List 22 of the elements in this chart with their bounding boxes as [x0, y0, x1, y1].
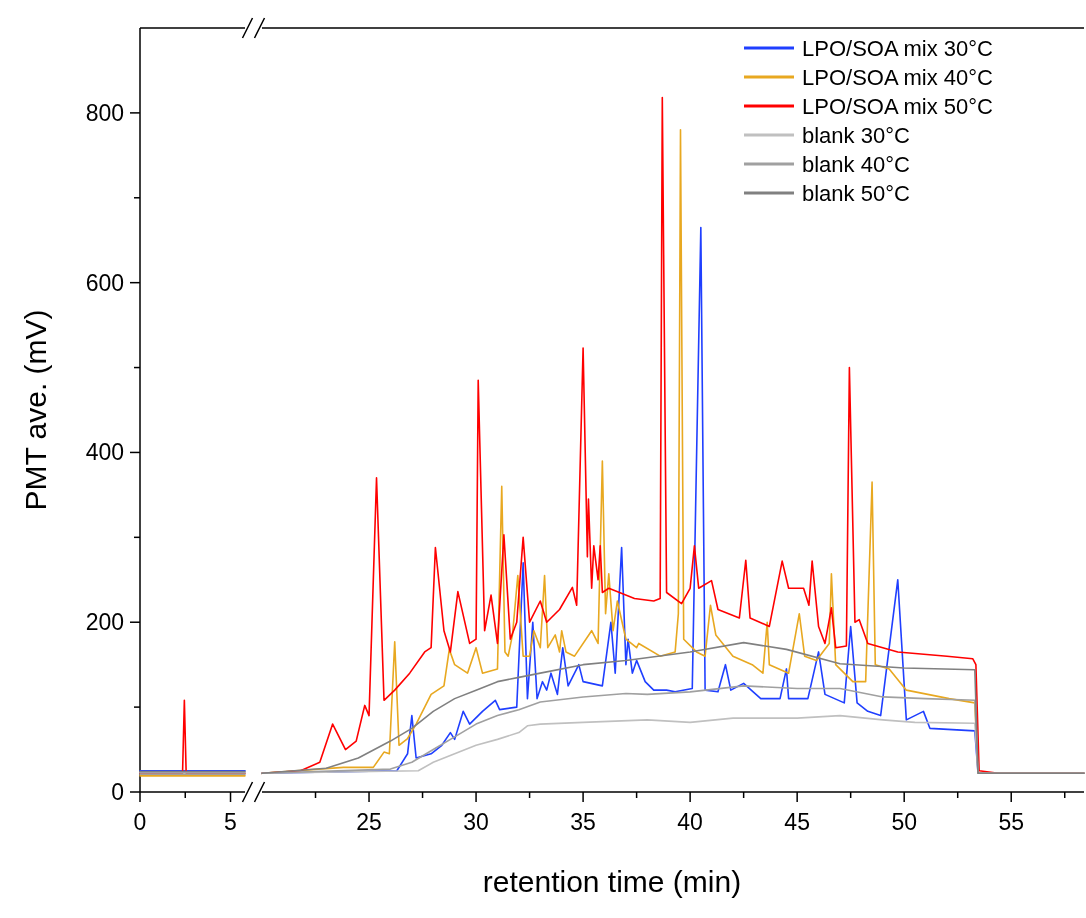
y-tick-label: 0 [111, 779, 124, 805]
y-axis-title: PMT ave. (mV) [19, 309, 52, 511]
legend-label: LPO/SOA mix 50°C [802, 94, 994, 119]
x-tick-label: 55 [998, 809, 1025, 835]
legend-label: LPO/SOA mix 40°C [802, 65, 994, 90]
x-tick-label: 45 [784, 809, 810, 835]
x-tick-label: 35 [570, 809, 596, 835]
x-tick-label: 5 [224, 809, 237, 835]
y-tick-label: 600 [85, 269, 124, 296]
x-tick-label: 0 [133, 809, 147, 835]
y-tick-label: 400 [85, 439, 124, 466]
x-axis-title: retention time (min) [482, 865, 742, 898]
x-tick-label: 30 [463, 809, 489, 835]
x-tick-label: 50 [891, 809, 917, 835]
legend-label: blank 50°C [802, 181, 910, 206]
x-tick-label: 40 [677, 809, 703, 835]
legend-label: blank 30°C [802, 123, 910, 148]
x-tick-label: 25 [356, 809, 382, 835]
y-tick-label: 200 [85, 609, 124, 636]
y-tick-label: 800 [85, 99, 124, 126]
legend-label: blank 40°C [802, 152, 910, 177]
legend-label: LPO/SOA mix 30°C [802, 36, 994, 61]
